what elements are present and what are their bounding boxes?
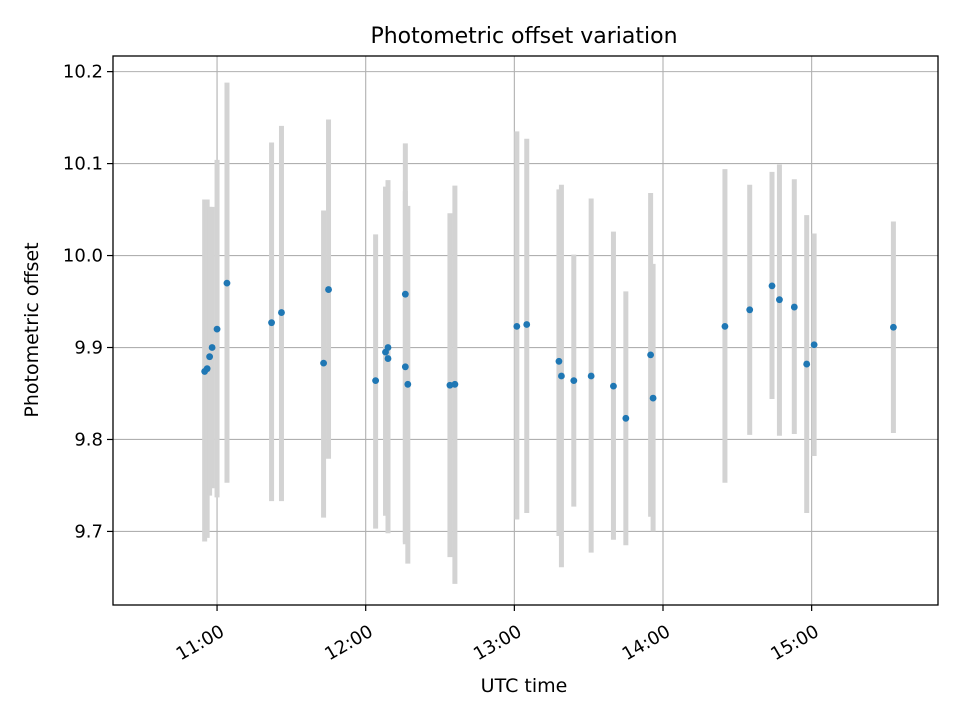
data-point (570, 377, 578, 385)
data-point (523, 321, 531, 328)
data-point (206, 353, 214, 361)
data-point (746, 306, 754, 314)
data-point (384, 355, 392, 362)
y-axis-label: Photometric offset (21, 242, 43, 417)
data-point (890, 323, 897, 331)
data-point (513, 322, 521, 330)
y-tick-label: 10.2 (63, 62, 103, 83)
x-tick-label: 11:00 (173, 621, 228, 665)
data-point (721, 322, 729, 330)
data-point (451, 380, 459, 388)
data-point (325, 286, 332, 293)
x-tick-label: 14:00 (619, 621, 674, 665)
data-point (203, 365, 211, 373)
data-point (558, 372, 565, 380)
data-point (610, 382, 617, 390)
data-point (647, 351, 655, 359)
data-point (810, 341, 818, 349)
data-point (803, 360, 811, 368)
x-tick-label: 12:00 (321, 621, 376, 665)
data-point (401, 290, 409, 298)
chart-title: Photometric offset variation (370, 24, 677, 49)
data-point (776, 296, 783, 304)
data-point (384, 344, 392, 351)
data-point (768, 282, 776, 290)
plot-frame (112, 55, 939, 606)
y-tick-label: 10.0 (63, 246, 103, 267)
data-point (278, 309, 285, 316)
x-axis-label: UTC time (481, 675, 568, 697)
x-tick-label: 13:00 (470, 621, 525, 665)
data-point (213, 325, 221, 333)
y-tick-label: 9.8 (74, 429, 103, 450)
x-tick-label: 15:00 (767, 621, 822, 665)
data-point (208, 344, 216, 351)
data-point (268, 319, 275, 327)
x-axis: 11:00 12:00 13:00 14:00 15:00 (173, 605, 823, 665)
data-point (320, 359, 327, 367)
data-point (622, 414, 630, 422)
data-point (587, 372, 595, 380)
y-axis: 9.7 9.8 9.9 10.0 10.1 10.2 (63, 62, 113, 542)
data-point (404, 380, 412, 388)
data-point (223, 279, 231, 287)
data-point (401, 363, 409, 371)
data-point (790, 303, 798, 311)
y-tick-label: 9.9 (74, 338, 103, 359)
error-bars (202, 82, 896, 584)
y-tick-label: 9.7 (74, 521, 103, 542)
data-point (555, 357, 563, 365)
data-point (372, 377, 380, 385)
y-tick-label: 10.1 (63, 154, 103, 175)
data-point (649, 394, 657, 402)
data-points (201, 279, 897, 422)
